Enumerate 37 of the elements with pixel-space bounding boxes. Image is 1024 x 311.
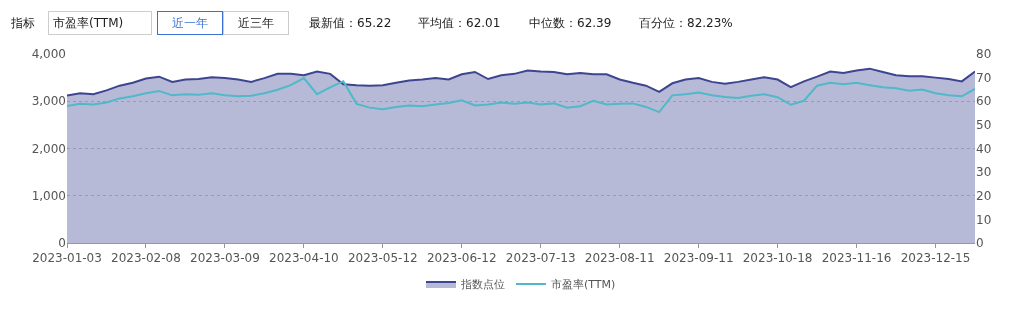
text: 市盈率(TTM)	[53, 16, 124, 30]
y-tick-label: 0	[58, 236, 66, 251]
x-tick-label: 2023-02-08	[111, 251, 181, 266]
text: 百分位：82.23%	[639, 16, 733, 30]
x-tick-label: 2023-09-11	[663, 251, 734, 266]
text: 平均值：62.01	[418, 16, 501, 30]
x-tick-label: 2023-04-10	[268, 251, 339, 266]
y2-tick-label: 80	[976, 47, 992, 62]
y2-tick-label: 0	[976, 236, 984, 251]
y2-tick-label: 10	[976, 212, 992, 227]
y-tick-label: 1,000	[31, 188, 66, 203]
x-tick-label: 2023-05-12	[347, 251, 418, 266]
x-tick-label: 2023-06-12	[426, 251, 497, 266]
x-tick-label: 2023-03-09	[190, 251, 260, 266]
text: 近一年	[172, 16, 208, 30]
y2-tick-label: 60	[976, 94, 992, 109]
x-tick-label: 2023-08-11	[584, 251, 655, 266]
text: 近三年	[238, 16, 274, 30]
line-series	[67, 77, 975, 114]
x-tick-label: 2023-07-13	[505, 251, 576, 266]
y-tick-label: 4,000	[31, 47, 66, 62]
x-tick-label: 2023-10-18	[742, 251, 813, 266]
text: 中位数：62.39	[529, 16, 612, 30]
x-tick-label: 2023-01-03	[32, 251, 102, 266]
y2-tick-label: 20	[976, 188, 992, 203]
y2-tick-label: 50	[976, 118, 992, 133]
x-tick-label: 2023-11-16	[821, 251, 892, 266]
x-tick-label: 2023-12-15	[900, 251, 971, 266]
y-tick-label: 2,000	[31, 141, 66, 156]
legend-label: 指数点位	[460, 278, 505, 292]
y2-tick-label: 30	[976, 165, 992, 180]
y2-tick-label: 70	[976, 70, 992, 85]
legend-label: 市盈率(TTM)	[551, 278, 616, 292]
text: 指标	[10, 16, 35, 30]
y2-tick-label: 40	[976, 141, 992, 156]
y-tick-label: 3,000	[31, 94, 66, 109]
text: 最新值：65.22	[309, 16, 392, 30]
